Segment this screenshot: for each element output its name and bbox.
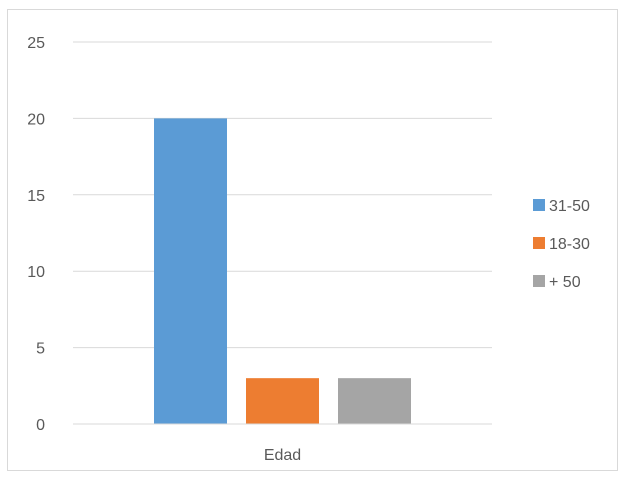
x-tick-label: Edad <box>264 447 301 464</box>
gridlines <box>73 41 492 349</box>
bar-50 <box>338 378 411 424</box>
legend: 31-50 18-30 + 50 <box>533 198 590 291</box>
legend-swatch <box>533 199 545 211</box>
y-tick-label: 0 <box>36 417 45 434</box>
y-tick-label: 10 <box>27 264 45 281</box>
y-tick-label: 25 <box>27 35 45 52</box>
bar-18-30 <box>246 378 319 424</box>
x-axis-tick-labels: Edad <box>264 447 301 464</box>
y-axis-tick-labels: 0 5 10 15 20 25 <box>27 35 45 434</box>
y-tick-label: 15 <box>27 188 45 205</box>
y-tick-label: 20 <box>27 111 45 128</box>
legend-swatch <box>533 237 545 249</box>
legend-label: + 50 <box>549 274 581 291</box>
bars <box>154 118 411 425</box>
legend-swatch <box>533 275 545 287</box>
legend-label: 18-30 <box>549 236 590 253</box>
bar-31-50 <box>154 118 227 425</box>
legend-label: 31-50 <box>549 198 590 215</box>
y-tick-label: 5 <box>36 341 45 358</box>
